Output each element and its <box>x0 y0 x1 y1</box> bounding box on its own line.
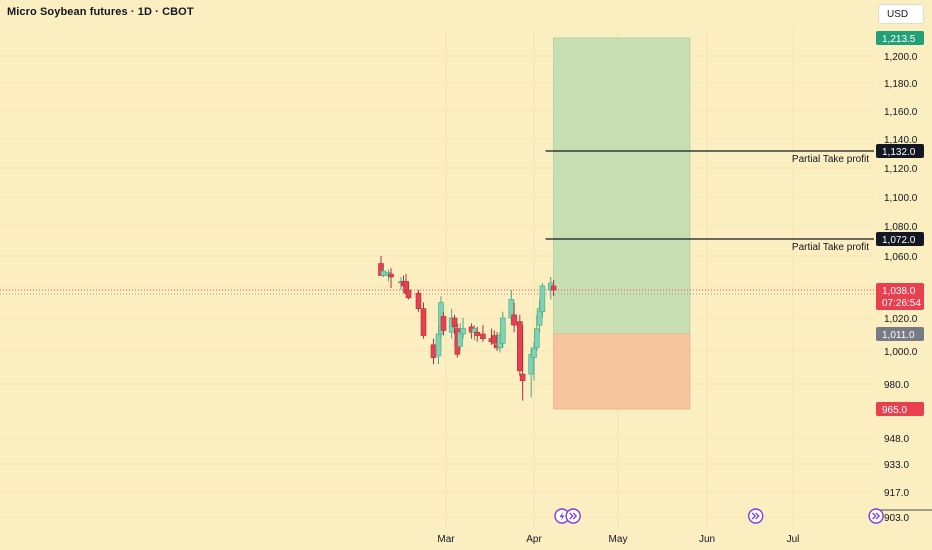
price-tag <box>876 327 924 341</box>
candle-body <box>420 308 427 336</box>
countdown-text: 07:26:54 <box>882 298 921 309</box>
candle-body <box>511 314 517 326</box>
y-tick-label: 1,080.0 <box>884 222 918 233</box>
y-tick-label: 1,160.0 <box>884 107 918 118</box>
y-tick-label: 1,120.0 <box>884 164 918 175</box>
candle-body <box>499 317 506 344</box>
y-tick-label: 1,060.0 <box>884 252 918 263</box>
price-tag-text: 1,072.0 <box>882 235 916 246</box>
candle-body <box>457 331 463 347</box>
x-tick-label: Apr <box>526 534 542 545</box>
candle-body <box>460 328 466 335</box>
candle-body <box>550 285 557 291</box>
candle-body <box>451 317 458 328</box>
candle-body <box>471 328 478 333</box>
candle-body <box>491 335 498 344</box>
price-axis <box>876 0 932 550</box>
price-tag-text: 1,132.0 <box>882 147 916 158</box>
y-tick-label: 948.0 <box>884 434 909 445</box>
candle-body <box>430 344 437 358</box>
candle-body <box>539 285 546 313</box>
price-tag-text: 1,213.5 <box>882 34 916 45</box>
y-tick-label: 1,100.0 <box>884 193 918 204</box>
y-tick-label: 1,200.0 <box>884 52 918 63</box>
profit-zone <box>553 37 691 335</box>
y-tick-label: 1,020.0 <box>884 314 918 325</box>
candle-body <box>415 292 422 309</box>
candle-body <box>435 333 442 357</box>
take-profit-label: Partial Take profit <box>792 242 869 253</box>
fast-forward-icon[interactable] <box>565 508 581 524</box>
candles-group <box>378 256 557 401</box>
candle-body <box>388 273 394 278</box>
x-tick-label: Mar <box>437 534 455 545</box>
fast-forward-icon[interactable] <box>868 508 884 524</box>
candle-body <box>440 316 447 331</box>
y-tick-label: 903.0 <box>884 513 909 524</box>
candle-body <box>380 270 387 276</box>
fast-forward-icon[interactable] <box>748 508 764 524</box>
y-tick-label: 933.0 <box>884 460 909 471</box>
candle-body <box>533 328 540 349</box>
price-tag <box>876 402 924 416</box>
price-tag <box>876 31 924 45</box>
candle-body <box>517 321 523 372</box>
candle-body <box>405 289 412 299</box>
current-price-tag <box>876 283 924 310</box>
stop-loss-zone <box>553 333 691 410</box>
current-price-text: 1,038.0 <box>882 286 916 297</box>
x-tick-label: Jun <box>699 534 715 545</box>
chart-title: Micro Soybean futures · 1D · CBOT <box>7 6 194 18</box>
x-tick-label: May <box>609 534 628 545</box>
y-tick-label: 917.0 <box>884 488 909 499</box>
currency-selector[interactable]: USD <box>878 4 924 24</box>
take-profit-label: Partial Take profit <box>792 154 869 165</box>
price-tag <box>876 232 924 246</box>
price-tag-text: 965.0 <box>882 405 907 416</box>
candle-body <box>519 373 526 382</box>
y-tick-label: 1,140.0 <box>884 135 918 146</box>
y-tick-label: 1,180.0 <box>884 79 918 90</box>
y-tick-label: 1,000.0 <box>884 347 918 358</box>
y-tick-label: 980.0 <box>884 380 909 391</box>
candle-body <box>531 347 537 358</box>
candle-body <box>474 331 481 336</box>
candle-body <box>480 333 486 339</box>
x-tick-label: Jul <box>787 534 800 545</box>
lightning-event-icon[interactable] <box>554 508 570 524</box>
price-tag-text: 1,011.0 <box>882 330 915 341</box>
price-tag <box>876 144 924 158</box>
